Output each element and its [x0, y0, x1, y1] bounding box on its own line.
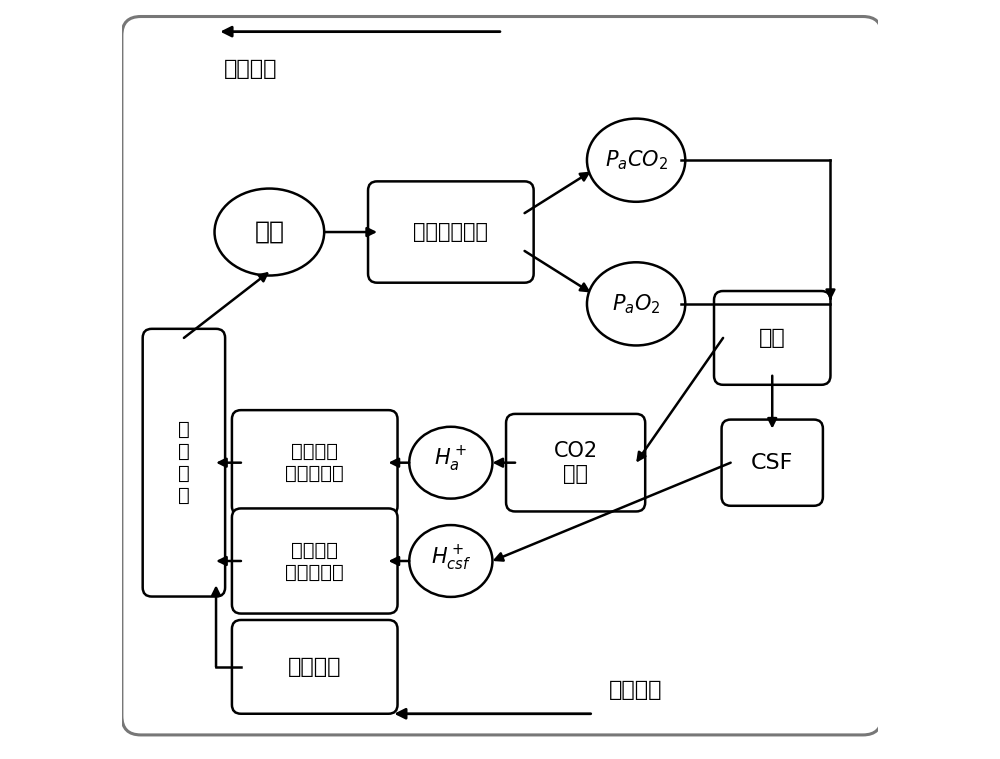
Text: CO2
储存: CO2 储存 [554, 441, 598, 484]
Text: CSF: CSF [751, 452, 793, 473]
Ellipse shape [587, 263, 685, 345]
Text: 外周化学
感受性反射: 外周化学 感受性反射 [285, 442, 344, 483]
Ellipse shape [409, 427, 492, 499]
FancyBboxPatch shape [368, 181, 534, 282]
Ellipse shape [587, 118, 685, 202]
Text: $H^+_{csf}$: $H^+_{csf}$ [431, 544, 471, 573]
Text: 肺部气体交换: 肺部气体交换 [413, 222, 488, 242]
FancyBboxPatch shape [722, 420, 823, 505]
Text: 前向环路: 前向环路 [609, 679, 663, 700]
Ellipse shape [409, 525, 492, 597]
Text: 中枢化学
感受性反射: 中枢化学 感受性反射 [285, 540, 344, 581]
FancyBboxPatch shape [232, 509, 398, 613]
Text: 肌
肉
功
能: 肌 肉 功 能 [178, 420, 190, 505]
Text: 觉醒驱动: 觉醒驱动 [288, 657, 341, 677]
Ellipse shape [215, 188, 324, 276]
Text: 通气: 通气 [254, 220, 284, 244]
FancyBboxPatch shape [143, 329, 225, 597]
FancyBboxPatch shape [232, 410, 398, 515]
FancyBboxPatch shape [714, 291, 830, 385]
FancyBboxPatch shape [506, 414, 645, 512]
Text: 反馈环路: 反馈环路 [224, 59, 277, 80]
Text: $P_aCO_2$: $P_aCO_2$ [605, 149, 668, 172]
FancyBboxPatch shape [232, 620, 398, 713]
Text: 酸碱: 酸碱 [759, 328, 786, 348]
Text: $H^+_a$: $H^+_a$ [434, 444, 467, 474]
Text: $P_aO_2$: $P_aO_2$ [612, 292, 660, 316]
